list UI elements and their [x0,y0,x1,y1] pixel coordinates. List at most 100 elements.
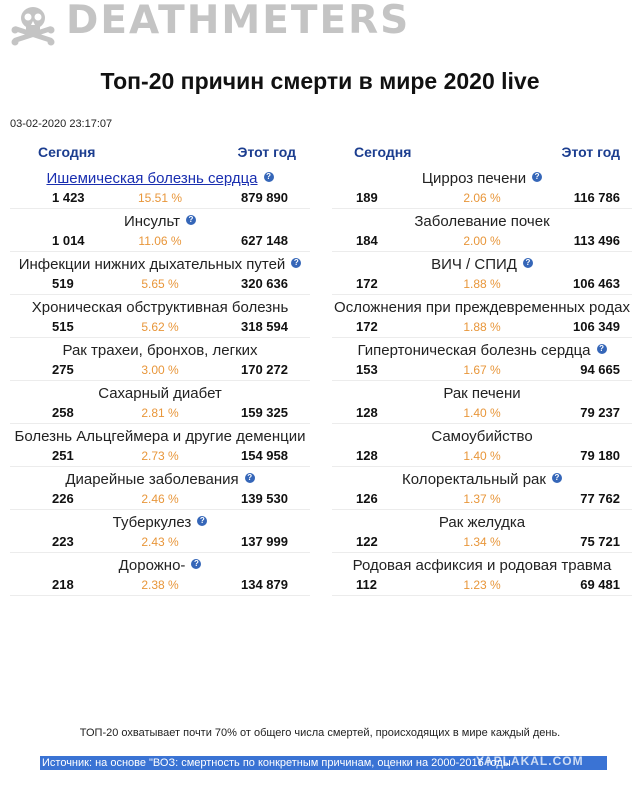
help-icon[interactable]: ? [596,344,607,354]
year-count: 879 890 [241,190,288,205]
cause-values: 251 2.73 % 154 958 [10,446,310,466]
share-percent: 15.51 % [137,191,183,205]
cause-name: Инсульт [123,213,180,230]
cause-values: 172 1.88 % 106 463 [332,274,632,294]
cause-values: 112 1.23 % 69 481 [332,575,632,595]
today-count: 223 [52,534,74,549]
year-count: 134 879 [241,577,288,592]
cause-row: Инсульт? 1 014 11.06 % 627 148 [10,209,310,252]
cause-name: Родовая асфиксия и родовая травма [352,557,612,574]
cause-values: 172 1.88 % 106 349 [332,317,632,337]
cause-name: Болезнь Альцгеймера и другие деменции [14,428,306,445]
cause-row: Рак трахеи, бронхов, легких 275 3.00 % 170 … [10,338,310,381]
cause-name-line: Гипертоническая болезнь сердца? [332,338,632,360]
help-icon[interactable]: ? [263,172,274,182]
year-count: 113 496 [573,233,620,248]
help-icon[interactable]: ? [197,516,208,526]
cause-name[interactable]: Ишемическая болезнь сердца [46,170,258,187]
year-count: 79 180 [580,448,620,463]
cause-name-line: Инфекции нижних дыхательных путей? [10,252,310,274]
help-icon[interactable]: ? [191,559,202,569]
right-column: Сегодня Этот год Цирроз печени? 189 2.06 %… [332,144,632,596]
cause-row: Сахарный диабет 258 2.81 % 159 325 [10,381,310,424]
year-count: 159 325 [241,405,288,420]
year-count: 77 762 [580,491,620,506]
help-icon[interactable]: ? [244,473,255,483]
cause-name-line: Хроническая обструктивная болезнь [10,295,310,317]
today-count: 128 [356,448,378,463]
help-icon[interactable]: ? [522,258,533,268]
share-percent: 5.65 % [141,277,179,291]
cause-values: 223 2.43 % 137 999 [10,532,310,552]
today-count: 275 [52,362,74,377]
cause-values: 128 1.40 % 79 237 [332,403,632,423]
year-header: Этот год [237,144,296,160]
share-percent: 2.73 % [141,449,179,463]
cause-name-line: Дорожно-? [10,553,310,575]
share-percent: 1.40 % [463,406,501,420]
today-count: 1 014 [52,233,85,248]
cause-values: 519 5.65 % 320 636 [10,274,310,294]
cause-name-line: Осложнения при преждевременных родах [332,295,632,317]
year-count: 170 272 [241,362,288,377]
cause-values: 275 3.00 % 170 272 [10,360,310,380]
cause-name: Рак желудка [438,514,526,531]
cause-name: Диарейные заболевания [65,471,239,488]
today-count: 189 [356,190,378,205]
cause-row: ВИЧ / СПИД? 172 1.88 % 106 463 [332,252,632,295]
cause-name-line: Сахарный диабет [10,381,310,403]
cause-row: Самоубийство 128 1.40 % 79 180 [332,424,632,467]
year-count: 137 999 [241,534,288,549]
today-count: 218 [52,577,74,592]
share-percent: 2.06 % [463,191,501,205]
cause-name-line: Колоректальный рак? [332,467,632,489]
cause-name: Заболевание почек [414,213,550,230]
year-count: 106 349 [573,319,620,334]
cause-name: Рак печени [443,385,521,402]
year-count: 320 636 [241,276,288,291]
cause-row: Хроническая обструктивная болезнь 515 5.62… [10,295,310,338]
coverage-note: ТОП-20 охватывает почти 70% от общего чи… [79,727,561,739]
share-percent: 3.00 % [141,363,179,377]
cause-list-left: Ишемическая болезнь сердца? 1 423 15.51 % 8… [10,166,310,596]
help-icon[interactable]: ? [186,215,196,225]
year-count: 79 237 [580,405,620,420]
cause-row: Рак печени 128 1.40 % 79 237 [332,381,632,424]
cause-name: Цирроз печени [421,170,527,187]
cause-name: Самоубийство [431,428,533,445]
today-count: 251 [52,448,74,463]
cause-name-line: Рак трахеи, бронхов, легких [10,338,310,360]
today-header: Сегодня [354,144,412,160]
cause-row: Диарейные заболевания? 226 2.46 % 139 530 [10,467,310,510]
today-count: 519 [52,276,74,291]
share-percent: 1.34 % [463,535,501,549]
cause-values: 128 1.40 % 79 180 [332,446,632,466]
site-header: DEATHMETERS [0,0,640,50]
year-count: 69 481 [580,577,620,592]
cause-name: Рак трахеи, бронхов, легких [62,342,258,359]
cause-name-line: Рак желудка [332,510,632,532]
today-count: 128 [356,405,378,420]
cause-row: Дорожно-? 218 2.38 % 134 879 [10,553,310,596]
share-percent: 2.00 % [463,234,501,248]
share-percent: 1.88 % [463,277,501,291]
cause-name-line: Цирроз печени? [332,166,632,188]
cause-name: Хроническая обструктивная болезнь [31,299,289,316]
cause-values: 218 2.38 % 134 879 [10,575,310,595]
cause-row: Родовая асфиксия и родовая травма 112 1.23… [332,553,632,596]
share-percent: 2.38 % [141,578,179,592]
timestamp: 03-02-2020 23:17:07 [10,118,113,130]
share-percent: 1.40 % [463,449,501,463]
today-count: 153 [356,362,378,377]
cause-values: 258 2.81 % 159 325 [10,403,310,423]
cause-values: 153 1.67 % 94 665 [332,360,632,380]
help-icon[interactable]: ? [291,258,302,268]
help-icon[interactable]: ? [532,172,543,182]
site-logo-text[interactable]: DEATHMETERS [66,0,411,43]
today-header: Сегодня [38,144,96,160]
year-count: 154 958 [241,448,288,463]
year-count: 116 786 [573,190,620,205]
share-percent: 1.23 % [463,578,501,592]
help-icon[interactable]: ? [551,473,562,483]
share-percent: 11.06 % [138,234,182,248]
